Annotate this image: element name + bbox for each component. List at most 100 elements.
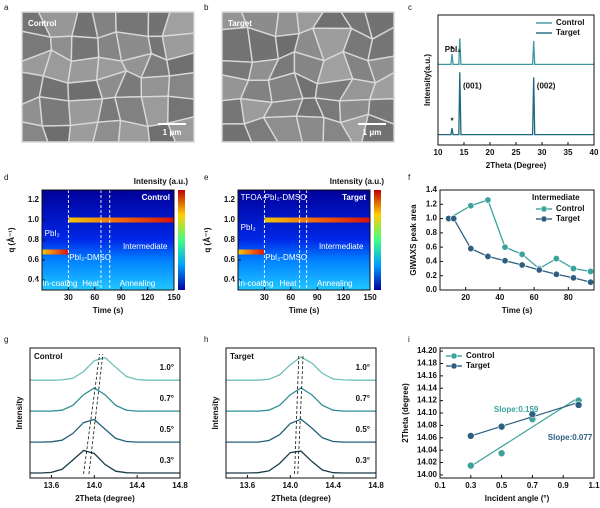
data-line xyxy=(30,418,180,443)
x-tick-label: 90 xyxy=(313,293,322,302)
y-tick-label: 1.2 xyxy=(426,199,438,208)
stage-label: Heat xyxy=(82,279,100,288)
data-point xyxy=(466,432,475,440)
colorbar xyxy=(178,190,185,290)
x-axis-label: Incident angle (°) xyxy=(485,494,550,503)
x-tick-label: 150 xyxy=(363,293,377,302)
annotation: (002) xyxy=(537,82,556,91)
x-axis-label: 2Theta (degree) xyxy=(271,494,331,503)
x-tick-label: 0.7 xyxy=(527,481,539,490)
panel-title: Target xyxy=(342,193,366,202)
y-tick-label: 0.0 xyxy=(426,285,438,294)
y-axis-label: Intensity xyxy=(15,396,24,429)
x-tick-label: 0.1 xyxy=(434,481,446,490)
legend-label: Target xyxy=(556,28,580,37)
x-tick-label: 40 xyxy=(590,148,599,157)
x-tick-label: 14.0 xyxy=(86,481,102,490)
x-tick-label: 150 xyxy=(167,293,181,302)
y-tick-label: 0.6 xyxy=(426,242,438,251)
grain xyxy=(41,124,72,143)
grain xyxy=(67,56,100,84)
data-line xyxy=(448,217,591,283)
data-point xyxy=(467,245,475,253)
legend-label: Control xyxy=(466,351,494,360)
y-tick-label: 1.0 xyxy=(426,214,438,223)
grain xyxy=(140,75,171,98)
x-axis-label: Time (s) xyxy=(93,306,124,315)
data-point xyxy=(587,267,595,275)
colorbar-label: Intensity (a.u.) xyxy=(134,177,189,186)
stage-label: Spin-coating xyxy=(229,279,273,288)
grain xyxy=(38,95,72,127)
heatmap-background xyxy=(42,190,174,290)
grain xyxy=(92,119,122,143)
y-tick-label: 0.6 xyxy=(28,255,40,264)
data-point xyxy=(552,270,560,278)
annotation: (001) xyxy=(463,82,482,91)
scale-bar-label: 1 μm xyxy=(163,128,182,137)
x-axis-label: Time (s) xyxy=(289,306,320,315)
panel-label: h xyxy=(204,335,208,344)
y-axis-label: 2Theta (degree) xyxy=(401,383,410,443)
panel-title: Target xyxy=(230,352,254,361)
x-tick-label: 25 xyxy=(512,148,521,157)
plot-frame xyxy=(29,347,181,479)
x-tick-label: 30 xyxy=(260,293,269,302)
data-line xyxy=(30,356,180,381)
panel-label: f xyxy=(408,173,411,182)
heatmap-background xyxy=(238,190,370,290)
image-label: Target xyxy=(228,19,252,28)
y-tick-label: 14.12 xyxy=(417,396,438,405)
colorbar xyxy=(374,190,381,290)
y-tick-label: 1.4 xyxy=(426,185,438,194)
data-point xyxy=(484,252,492,260)
annotation: PbI₂ xyxy=(445,45,461,54)
data-point xyxy=(569,274,577,282)
x-tick-label: 14.4 xyxy=(325,481,341,490)
data-point xyxy=(497,422,506,431)
data-line xyxy=(226,387,376,412)
y-tick-label: 14.10 xyxy=(417,408,438,417)
y-tick-label: 14.20 xyxy=(417,346,438,355)
x-tick-label: 14.4 xyxy=(129,481,145,490)
y-axis-label: q (Å⁻¹) xyxy=(203,227,212,252)
x-tick-label: 1.1 xyxy=(588,481,600,490)
y-tick-label: 1.2 xyxy=(224,195,236,204)
annotation: TFOA-PbI₂-DMSO xyxy=(241,193,307,202)
y-tick-label: 0.8 xyxy=(224,235,236,244)
legend-label: Control xyxy=(556,18,584,27)
series-label: 0.7° xyxy=(160,394,174,403)
peak-guide xyxy=(297,353,304,475)
annotation: Intermediate xyxy=(319,242,364,251)
x-tick-label: 120 xyxy=(141,293,155,302)
plot-frame xyxy=(237,189,371,291)
x-tick-label: 20 xyxy=(461,293,470,302)
y-tick-label: 14.02 xyxy=(417,458,438,467)
x-axis-label: Time (s) xyxy=(502,306,533,315)
stage-label: Annealing xyxy=(120,279,156,288)
x-tick-label: 80 xyxy=(564,293,573,302)
annotation: PbI₂ xyxy=(45,229,60,238)
data-point xyxy=(466,461,475,470)
x-tick-label: 0.3 xyxy=(465,481,477,490)
y-tick-label: 14.08 xyxy=(417,420,438,429)
data-point xyxy=(501,257,509,265)
y-tick-label: 0.4 xyxy=(224,275,236,284)
panel-label: c xyxy=(408,3,412,12)
data-point xyxy=(574,401,583,409)
x-tick-label: 120 xyxy=(337,293,351,302)
x-tick-label: 14.0 xyxy=(282,481,298,490)
fit-line xyxy=(470,397,579,467)
legend-title: Intermediate xyxy=(532,193,580,202)
x-tick-label: 90 xyxy=(117,293,126,302)
plot-frame xyxy=(41,189,175,291)
x-axis-label: 2Theta (degree) xyxy=(75,494,135,503)
y-tick-label: 0.4 xyxy=(426,257,438,266)
y-tick-label: 14.04 xyxy=(417,445,438,454)
data-line xyxy=(30,387,180,412)
data-line xyxy=(226,450,376,474)
y-tick-label: 0.8 xyxy=(426,228,438,237)
stage-label: Annealing xyxy=(317,279,353,288)
heatmap-band xyxy=(264,217,370,223)
x-tick-label: 20 xyxy=(486,148,495,157)
